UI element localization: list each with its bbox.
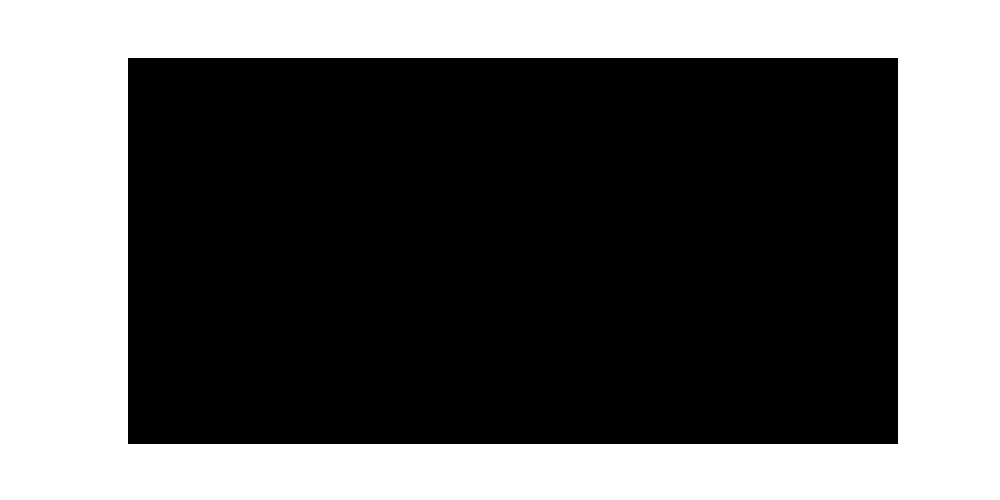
word-cloud — [128, 58, 898, 444]
